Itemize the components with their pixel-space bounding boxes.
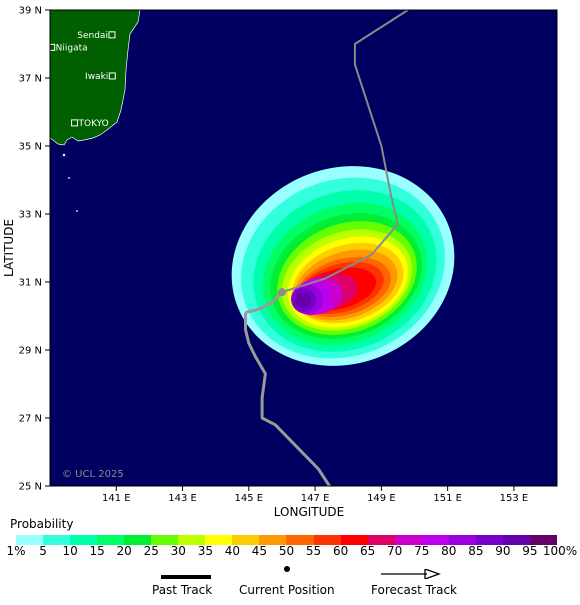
land-area [50, 10, 141, 212]
probability-swatch [340, 535, 368, 545]
probability-swatch [70, 535, 98, 545]
probability-legend-title: Probability [10, 517, 74, 531]
city-label: Iwaki [85, 72, 108, 82]
past-track-label: Past Track [152, 583, 213, 597]
probability-swatch [97, 535, 125, 545]
forecast-track-line [281, 10, 409, 294]
lon-tick-label: 151 E [433, 493, 462, 504]
city-marker [71, 119, 79, 127]
probability-swatch [502, 535, 530, 545]
probability-scale-label: 30 [170, 544, 186, 558]
track-legend: Past Track Current Position Forecast Tra… [0, 566, 580, 602]
probability-scale-label: 20 [116, 544, 132, 558]
probability-swatch [178, 535, 206, 545]
probability-swatch [529, 535, 557, 545]
probability-contour [295, 292, 311, 308]
current-position-marker [277, 288, 286, 297]
current-position-key [284, 566, 290, 572]
probability-scale-label: 25 [143, 544, 159, 558]
probability-swatch [43, 535, 71, 545]
current-position-label: Current Position [239, 583, 335, 597]
probability-scale-label: 90 [495, 544, 511, 558]
island-dot [62, 153, 66, 157]
probability-scale-label: 35 [197, 544, 213, 558]
probability-swatch [124, 535, 152, 545]
probability-scale-label: 70 [387, 544, 403, 558]
city-marker [108, 72, 116, 80]
past-track-key [161, 575, 211, 579]
lat-tick-label: 39 N [19, 6, 42, 17]
probability-scale-label: 80 [441, 544, 457, 558]
probability-swatch [367, 535, 395, 545]
probability-color-scale [16, 535, 557, 545]
forecast-track-label: Forecast Track [371, 583, 457, 597]
probability-scale-label: 65 [360, 544, 376, 558]
probability-scale-label: 75 [414, 544, 430, 558]
lon-tick-label: 143 E [168, 493, 197, 504]
probability-scale-label: 40 [224, 544, 241, 558]
storm-track [244, 10, 409, 486]
city-marker [108, 31, 116, 39]
lat-tick-label: 31 N [19, 278, 42, 289]
island-dot [68, 177, 70, 179]
probability-swatch [448, 535, 476, 545]
lat-tick-label: 25 N [19, 482, 42, 493]
city-label: Sendai [77, 31, 108, 41]
lat-tick-label: 35 N [19, 142, 42, 153]
probability-scale-label: 5 [39, 544, 47, 558]
probability-scale-label: 15 [89, 544, 105, 558]
lat-tick-label: 37 N [19, 74, 42, 85]
latitude-ticks: 39 N 37 N 35 N 33 N 31 N 29 N 27 N 25 N [19, 6, 50, 493]
forecast-track-arrow-icon [381, 569, 441, 579]
probability-swatch [151, 535, 179, 545]
lon-tick-label: 145 E [235, 493, 264, 504]
honshu-coastline [50, 10, 141, 146]
city-label: TOKYO [78, 119, 109, 129]
probability-swatch [205, 535, 233, 545]
probability-scale-labels: 1% 5 10 15 20 25 30 35 40 45 50 55 60 65 70 75 80 85 90 95 1… [0, 544, 580, 560]
lon-tick-label: 149 E [367, 493, 396, 504]
lat-tick-label: 29 N [19, 346, 42, 357]
island-dot [76, 210, 78, 212]
probability-scale-label: 10 [62, 544, 78, 558]
lon-tick-label: 147 E [301, 493, 330, 504]
probability-swatch [232, 535, 260, 545]
probability-scale-label: 85 [468, 544, 484, 558]
probability-scale-label: 60 [332, 544, 349, 558]
city-label: Niigata [56, 43, 88, 53]
longitude-ticks: 141 E 143 E 145 E 147 E 149 E 151 E 153 E [102, 486, 528, 504]
probability-scale-label: 45 [251, 544, 268, 558]
probability-scale-label: 95 [522, 544, 538, 558]
probability-swatch [421, 535, 449, 545]
lon-tick-label: 141 E [102, 493, 131, 504]
city-markers: Sendai Niigata Iwaki TOKYO [50, 31, 116, 129]
past-track-line [244, 312, 332, 486]
probability-scale-label: 100% [542, 544, 578, 558]
probability-swatch [286, 535, 314, 545]
probability-swatch [259, 535, 287, 545]
y-axis-title: LATITUDE [2, 219, 16, 277]
past-track-line [245, 291, 284, 315]
probability-scale-label: 55 [305, 544, 322, 558]
lat-tick-label: 33 N [19, 210, 42, 221]
strike-probability-map: Sendai Niigata Iwaki TOKYO © UCL 2025 141 E… [2, 6, 558, 519]
lon-tick-label: 153 E [500, 493, 529, 504]
probability-scale-label: 1% [6, 544, 26, 558]
x-axis-title: LONGITUDE [274, 505, 344, 519]
city-marker [50, 43, 56, 51]
probability-swatch [475, 535, 503, 545]
probability-swatch [16, 535, 44, 545]
copyright-label: © UCL 2025 [62, 469, 124, 480]
probability-scale-label: 50 [278, 544, 295, 558]
probability-swatch [313, 535, 341, 545]
lat-tick-label: 27 N [19, 414, 42, 425]
probability-swatch [394, 535, 422, 545]
